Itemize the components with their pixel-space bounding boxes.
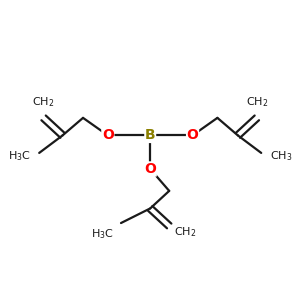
Text: O: O <box>187 128 199 142</box>
Text: H$_3$C: H$_3$C <box>8 149 30 163</box>
Text: CH$_2$: CH$_2$ <box>246 95 268 109</box>
Text: O: O <box>102 128 114 142</box>
Text: CH$_2$: CH$_2$ <box>174 225 197 239</box>
Text: CH$_3$: CH$_3$ <box>270 149 292 163</box>
Text: H$_3$C: H$_3$C <box>91 227 114 241</box>
Text: B: B <box>145 128 155 142</box>
Text: CH$_2$: CH$_2$ <box>32 95 55 109</box>
Text: O: O <box>144 162 156 176</box>
